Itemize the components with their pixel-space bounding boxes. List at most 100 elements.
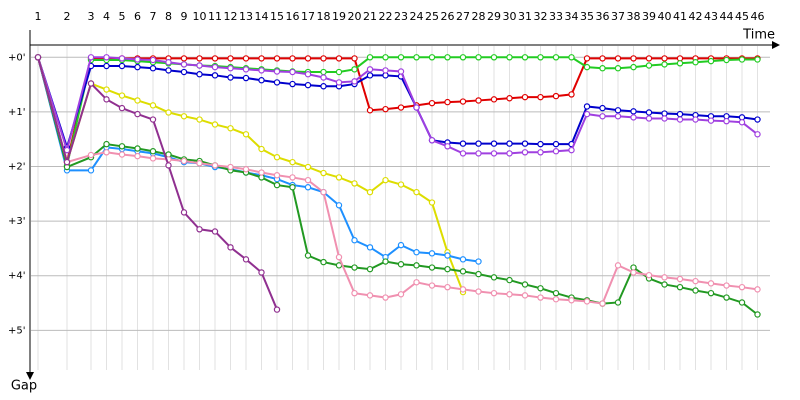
- point: [506, 140, 513, 147]
- point: [165, 109, 172, 116]
- x-tick-label: 9: [181, 10, 188, 23]
- point: [490, 140, 498, 147]
- point: [413, 54, 420, 61]
- y-tick-label: +4': [8, 271, 26, 282]
- point: [506, 54, 513, 61]
- point: [428, 199, 436, 206]
- point: [583, 103, 591, 110]
- x-tick-label: 3: [88, 10, 95, 23]
- point: [630, 269, 637, 276]
- point: [103, 149, 110, 156]
- point: [134, 145, 141, 152]
- point: [583, 63, 591, 71]
- point: [242, 74, 250, 82]
- point: [351, 289, 358, 297]
- point: [692, 59, 699, 66]
- x-tick-label: 34: [565, 10, 579, 23]
- point: [273, 68, 281, 75]
- point: [552, 140, 560, 148]
- point: [196, 226, 203, 233]
- point: [676, 275, 684, 283]
- point: [335, 202, 343, 209]
- point: [118, 104, 126, 112]
- point: [273, 306, 281, 313]
- x-tick-label: 44: [720, 10, 734, 23]
- point: [165, 67, 172, 74]
- point: [506, 150, 513, 157]
- point: [304, 71, 312, 78]
- point: [568, 54, 575, 61]
- x-tick-label: 15: [270, 10, 284, 23]
- point: [661, 55, 668, 62]
- point: [335, 55, 343, 62]
- point: [118, 55, 126, 62]
- point: [614, 262, 622, 269]
- point: [583, 55, 591, 62]
- point: [490, 54, 498, 61]
- point: [537, 140, 544, 148]
- point: [211, 55, 219, 62]
- point: [428, 250, 436, 257]
- point: [444, 283, 451, 291]
- x-tick-label: 20: [348, 10, 362, 23]
- point: [614, 65, 622, 72]
- point: [475, 140, 482, 147]
- point: [583, 110, 591, 118]
- point: [242, 66, 250, 73]
- point: [366, 188, 374, 196]
- x-tick-label: 43: [704, 10, 718, 23]
- point: [382, 105, 389, 113]
- point: [134, 97, 141, 104]
- point: [289, 158, 296, 166]
- point: [661, 281, 668, 288]
- point: [614, 107, 622, 114]
- x-tick-label: 13: [239, 10, 253, 23]
- x-tick-label: 4: [103, 10, 110, 23]
- point: [661, 115, 668, 122]
- point: [599, 300, 606, 307]
- point: [614, 55, 622, 62]
- point: [537, 149, 544, 156]
- point: [242, 55, 250, 62]
- point: [134, 56, 141, 63]
- point: [149, 148, 157, 155]
- point: [707, 117, 715, 124]
- point: [459, 98, 467, 105]
- point: [413, 249, 420, 256]
- point: [428, 99, 436, 107]
- point: [366, 244, 374, 251]
- y-axis-label: Gap: [11, 379, 37, 394]
- point: [459, 268, 467, 275]
- x-axis-label: Time: [742, 28, 775, 43]
- point: [645, 109, 653, 116]
- point: [676, 283, 684, 291]
- point: [149, 102, 157, 109]
- point: [475, 97, 482, 104]
- point: [676, 116, 684, 123]
- point: [366, 66, 374, 73]
- point: [366, 54, 374, 61]
- point: [366, 107, 374, 114]
- point: [87, 167, 95, 174]
- point: [320, 68, 327, 76]
- x-tick-label: 28: [472, 10, 486, 23]
- point: [196, 116, 203, 123]
- x-tick-label: 11: [208, 10, 222, 23]
- point: [521, 292, 529, 299]
- point: [537, 285, 544, 292]
- point: [413, 279, 420, 286]
- point: [490, 96, 498, 103]
- point: [754, 286, 761, 293]
- point: [180, 68, 188, 76]
- point: [149, 65, 157, 72]
- point: [180, 113, 188, 120]
- point: [537, 93, 544, 101]
- point: [738, 56, 746, 63]
- point: [273, 154, 281, 161]
- point: [397, 104, 405, 111]
- point: [180, 157, 188, 165]
- x-tick-label: 21: [363, 10, 377, 23]
- point: [320, 83, 327, 90]
- point: [692, 287, 699, 294]
- point: [676, 110, 684, 118]
